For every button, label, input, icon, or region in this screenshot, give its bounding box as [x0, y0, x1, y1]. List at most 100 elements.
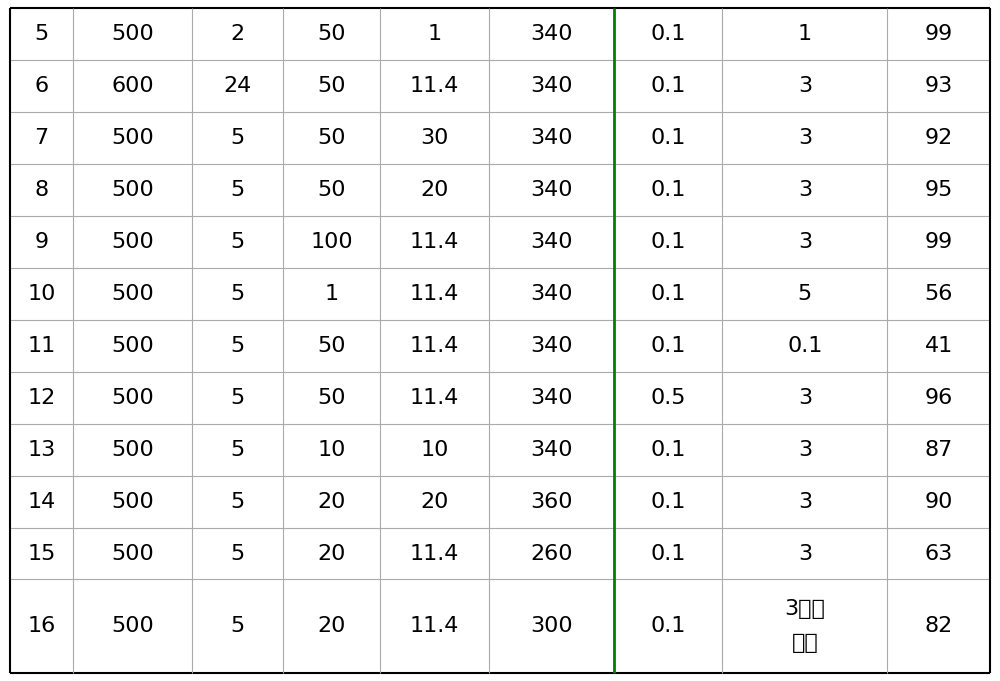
- Text: 500: 500: [111, 543, 154, 563]
- Text: 20: 20: [420, 492, 449, 511]
- Text: 1: 1: [427, 24, 442, 44]
- Text: 11.4: 11.4: [410, 284, 459, 304]
- Text: 5: 5: [231, 180, 245, 200]
- Text: 340: 340: [530, 284, 573, 304]
- Text: 0.1: 0.1: [650, 76, 686, 96]
- Text: 340: 340: [530, 180, 573, 200]
- Text: 0.5: 0.5: [650, 387, 686, 408]
- Text: 8: 8: [34, 180, 48, 200]
- Text: 0.1: 0.1: [650, 543, 686, 563]
- Text: 5: 5: [231, 128, 245, 148]
- Text: 3: 3: [798, 128, 812, 148]
- Text: 5: 5: [231, 284, 245, 304]
- Text: 0.1: 0.1: [650, 440, 686, 460]
- Text: 5: 5: [231, 616, 245, 636]
- Text: 95: 95: [925, 180, 953, 200]
- Text: 0.1: 0.1: [650, 180, 686, 200]
- Text: 5: 5: [231, 232, 245, 252]
- Text: 10: 10: [27, 284, 56, 304]
- Text: 13: 13: [27, 440, 55, 460]
- Text: 500: 500: [111, 284, 154, 304]
- Text: 5: 5: [231, 543, 245, 563]
- Text: 50: 50: [318, 180, 346, 200]
- Text: 30: 30: [420, 128, 449, 148]
- Text: 100: 100: [311, 232, 353, 252]
- Text: 气）: 气）: [791, 633, 818, 653]
- Text: 0.1: 0.1: [787, 336, 823, 355]
- Text: 16: 16: [27, 616, 55, 636]
- Text: 5: 5: [231, 387, 245, 408]
- Text: 300: 300: [530, 616, 573, 636]
- Text: 500: 500: [111, 387, 154, 408]
- Text: 3: 3: [798, 543, 812, 563]
- Text: 1: 1: [325, 284, 339, 304]
- Text: 500: 500: [111, 492, 154, 511]
- Text: 340: 340: [530, 336, 573, 355]
- Text: 90: 90: [925, 492, 953, 511]
- Text: 5: 5: [231, 336, 245, 355]
- Text: 500: 500: [111, 336, 154, 355]
- Text: 600: 600: [111, 76, 154, 96]
- Text: 3: 3: [798, 76, 812, 96]
- Text: 260: 260: [530, 543, 573, 563]
- Text: 93: 93: [925, 76, 953, 96]
- Text: 0.1: 0.1: [650, 24, 686, 44]
- Text: 50: 50: [318, 387, 346, 408]
- Text: 340: 340: [530, 128, 573, 148]
- Text: 10: 10: [318, 440, 346, 460]
- Text: 6: 6: [34, 76, 48, 96]
- Text: 11.4: 11.4: [410, 336, 459, 355]
- Text: 14: 14: [27, 492, 55, 511]
- Text: 3: 3: [798, 440, 812, 460]
- Text: 500: 500: [111, 232, 154, 252]
- Text: 12: 12: [27, 387, 55, 408]
- Text: 340: 340: [530, 24, 573, 44]
- Text: 11.4: 11.4: [410, 543, 459, 563]
- Text: 5: 5: [34, 24, 48, 44]
- Text: 50: 50: [318, 24, 346, 44]
- Text: 500: 500: [111, 180, 154, 200]
- Text: 5: 5: [231, 440, 245, 460]
- Text: 340: 340: [530, 76, 573, 96]
- Text: 20: 20: [318, 492, 346, 511]
- Text: 41: 41: [925, 336, 953, 355]
- Text: 5: 5: [231, 492, 245, 511]
- Text: 50: 50: [318, 76, 346, 96]
- Text: 340: 340: [530, 387, 573, 408]
- Text: 340: 340: [530, 440, 573, 460]
- Text: 99: 99: [925, 232, 953, 252]
- Text: 11.4: 11.4: [410, 232, 459, 252]
- Text: 500: 500: [111, 24, 154, 44]
- Text: 360: 360: [530, 492, 573, 511]
- Text: 3（氯: 3（氯: [784, 599, 825, 620]
- Text: 99: 99: [925, 24, 953, 44]
- Text: 10: 10: [420, 440, 449, 460]
- Text: 0.1: 0.1: [650, 232, 686, 252]
- Text: 63: 63: [925, 543, 953, 563]
- Text: 500: 500: [111, 440, 154, 460]
- Text: 2: 2: [231, 24, 245, 44]
- Text: 9: 9: [34, 232, 48, 252]
- Text: 11.4: 11.4: [410, 76, 459, 96]
- Text: 96: 96: [925, 387, 953, 408]
- Text: 500: 500: [111, 128, 154, 148]
- Text: 20: 20: [420, 180, 449, 200]
- Text: 50: 50: [318, 128, 346, 148]
- Text: 0.1: 0.1: [650, 128, 686, 148]
- Text: 24: 24: [224, 76, 252, 96]
- Text: 5: 5: [798, 284, 812, 304]
- Text: 3: 3: [798, 492, 812, 511]
- Text: 340: 340: [530, 232, 573, 252]
- Text: 3: 3: [798, 387, 812, 408]
- Text: 11.4: 11.4: [410, 616, 459, 636]
- Text: 1: 1: [798, 24, 812, 44]
- Text: 3: 3: [798, 232, 812, 252]
- Text: 11: 11: [27, 336, 55, 355]
- Text: 15: 15: [27, 543, 56, 563]
- Text: 11.4: 11.4: [410, 387, 459, 408]
- Text: 0.1: 0.1: [650, 284, 686, 304]
- Text: 20: 20: [318, 616, 346, 636]
- Text: 82: 82: [925, 616, 953, 636]
- Text: 56: 56: [925, 284, 953, 304]
- Text: 92: 92: [925, 128, 953, 148]
